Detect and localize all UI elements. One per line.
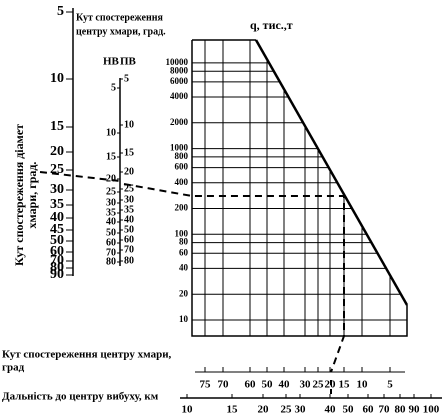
top-label: Кут спостереження xyxy=(76,12,163,23)
nv-tick-label: 15 xyxy=(106,151,116,162)
distance-tick-label: 70 xyxy=(379,404,391,416)
pv-tick-label: 30 xyxy=(124,194,134,205)
nv-tick-label: 60 xyxy=(106,237,116,248)
distance-tick-label: 20 xyxy=(258,404,270,416)
pv-tick-label: 60 xyxy=(124,234,134,245)
nv-tick-label: 40 xyxy=(106,216,116,227)
distance-tick-label: 100 xyxy=(423,404,440,416)
angle-tick-label: 30 xyxy=(300,379,312,391)
distance-tick-label: 30 xyxy=(295,404,307,416)
q-tick-label: 100 xyxy=(175,228,189,238)
left-tick-label: 20 xyxy=(50,144,64,159)
angle-tick-label: 60 xyxy=(245,379,257,391)
nv-tick-label: 35 xyxy=(106,207,116,218)
top-label: центру хмари, град. xyxy=(76,26,166,37)
pv-tick-label: 10 xyxy=(124,119,134,130)
angle-title: Кут спостереження центру хмари, xyxy=(2,349,172,361)
distance-tick-label: 50 xyxy=(343,404,355,416)
distance-tick-label: 25 xyxy=(281,404,293,416)
angle-title: град xyxy=(2,362,25,374)
angle-tick-label: 5 xyxy=(387,379,393,391)
q-tick-label: 8000 xyxy=(170,65,189,75)
pv-tick-label: 80 xyxy=(124,255,134,266)
q-tick-label: 600 xyxy=(175,162,189,172)
q-tick-label: 60 xyxy=(179,247,189,257)
left-tick-label: 45 xyxy=(50,222,64,237)
pv-tick-label: 35 xyxy=(124,204,134,215)
pv-tick-label: 70 xyxy=(124,244,134,255)
q-tick-label: 6000 xyxy=(170,76,189,86)
distance-tick-label: 60 xyxy=(363,404,375,416)
distance-tick-label: 40 xyxy=(325,404,337,416)
pv-tick-label: 15 xyxy=(124,147,134,158)
left-tick-label: 35 xyxy=(50,197,64,212)
pv-tick-label: 50 xyxy=(124,224,134,235)
left-title: Кут спостереження діамет хмари, град. xyxy=(12,124,39,266)
q-tick-label: 20 xyxy=(179,288,189,298)
left-tick-label: 25 xyxy=(50,162,64,177)
left-tick-label: 10 xyxy=(50,71,64,86)
distance-tick-label: 80 xyxy=(395,404,407,416)
q-tick-label: 4000 xyxy=(170,91,189,101)
pv-tick-label: 20 xyxy=(124,166,134,177)
pv-header: ПВ xyxy=(120,56,137,68)
angle-tick-label: 70 xyxy=(218,379,230,391)
left-tick-label: 70 xyxy=(50,253,64,268)
q-tick-label: 2000 xyxy=(170,117,189,127)
angle-tick-label: 20 xyxy=(325,379,337,391)
angle-tick-label: 50 xyxy=(262,379,274,391)
diagonal xyxy=(254,39,409,306)
nv-tick-label: 25 xyxy=(106,186,116,197)
angle-tick-label: 10 xyxy=(357,379,369,391)
q-tick-label: 400 xyxy=(175,177,189,187)
dashed-line xyxy=(123,183,345,373)
left-tick-label: 80 xyxy=(50,260,64,275)
nv-tick-label: 10 xyxy=(106,127,116,138)
left-tick-label: 60 xyxy=(50,244,64,259)
pv-tick-label: 25 xyxy=(124,183,134,194)
left-tick-label: 15 xyxy=(50,119,64,134)
left-title-line: Кут спостереження діамет xyxy=(12,124,26,266)
angle-tick-label: 75 xyxy=(200,379,212,391)
q-tick-label: 80 xyxy=(179,237,189,247)
left-title-line: хмари, град. xyxy=(25,162,39,229)
distance-tick-label: 10 xyxy=(182,404,194,416)
q-label: q, тис.,т xyxy=(250,18,293,32)
distance-tick-label: 90 xyxy=(409,404,421,416)
angle-tick-label: 40 xyxy=(279,379,291,391)
nv-tick-label: 20 xyxy=(106,173,116,184)
angle-tick-label: 15 xyxy=(339,379,351,391)
left-tick-label: 40 xyxy=(50,210,64,225)
q-tick-label: 40 xyxy=(179,262,189,272)
nv-header: НВ xyxy=(103,56,120,68)
left-tick-label: 90 xyxy=(50,267,64,282)
q-tick-label: 200 xyxy=(175,203,189,213)
pv-tick-label: 5 xyxy=(124,73,129,84)
q-tick-label: 1000 xyxy=(170,143,189,153)
left-tick-label: 50 xyxy=(50,233,64,248)
left-tick-label: 5 xyxy=(57,4,64,19)
dashed-line xyxy=(39,171,121,182)
nv-tick-label: 50 xyxy=(106,227,116,238)
nv-tick-label: 70 xyxy=(106,247,116,258)
nv-tick-label: 80 xyxy=(106,256,116,267)
q-tick-label: 800 xyxy=(175,151,189,161)
nv-tick-label: 5 xyxy=(111,82,116,93)
distance-title: Дальність до центру вибуху, км xyxy=(2,391,159,403)
angle-tick-label: 25 xyxy=(313,379,325,391)
left-tick-label: 30 xyxy=(50,182,64,197)
q-tick-label: 10000 xyxy=(166,57,189,67)
nv-tick-label: 30 xyxy=(106,197,116,208)
pv-tick-label: 40 xyxy=(124,214,134,225)
box xyxy=(191,40,408,337)
distance-tick-label: 15 xyxy=(227,404,239,416)
q-tick-label: 10 xyxy=(179,314,189,324)
